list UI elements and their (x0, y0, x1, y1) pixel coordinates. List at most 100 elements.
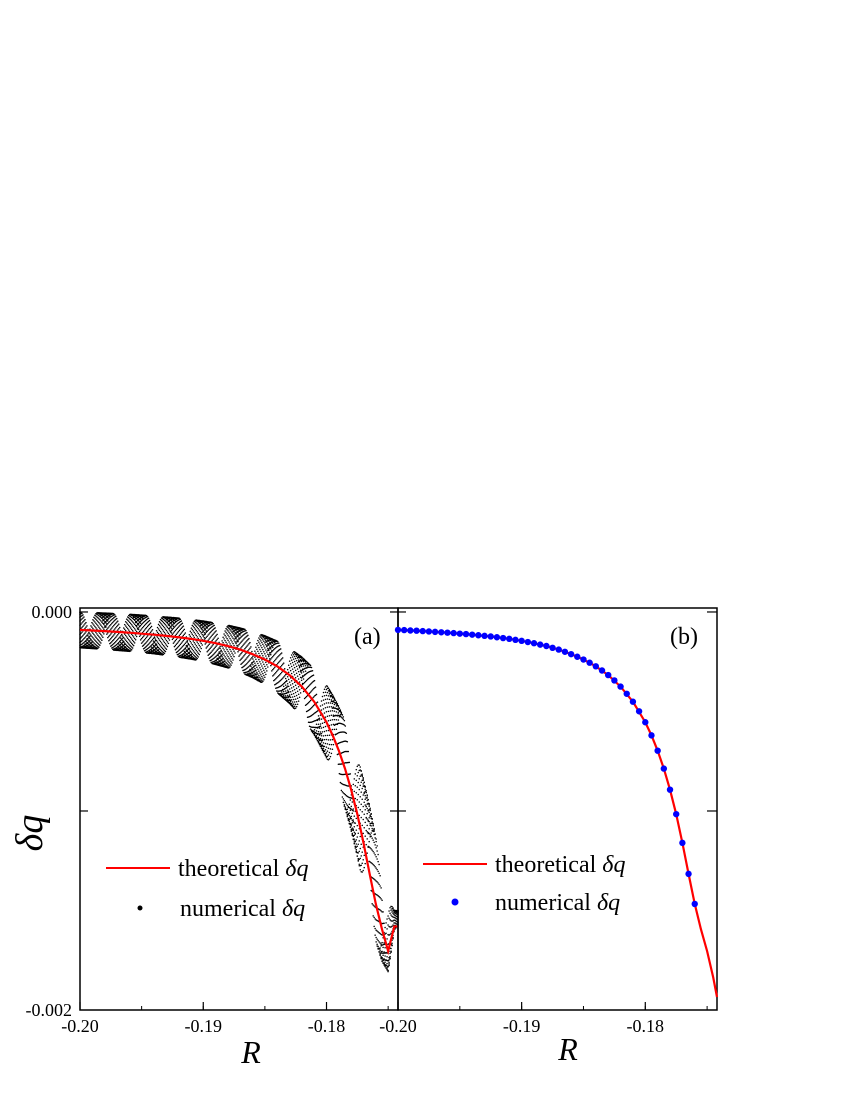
panel-a-numerical-point (330, 699, 333, 701)
panel-a-numerical-point (119, 626, 121, 629)
panel-a-numerical-point (346, 795, 349, 798)
panel-a-numerical-point (294, 657, 297, 660)
panel-b-legend-point-sample (451, 898, 459, 906)
panel-a-numerical-point (329, 710, 332, 712)
panel-a-numerical-point (197, 652, 200, 654)
panel-a-numerical-point (232, 632, 234, 635)
panel-a-numerical-point (386, 967, 388, 969)
panel-a-numerical-point (339, 781, 342, 784)
panel-a-numerical-point (291, 652, 294, 654)
panel-a-numerical-point (99, 644, 101, 647)
panel-a-numerical-point (369, 814, 371, 816)
panel-a-numerical-point (215, 659, 217, 662)
panel-a-numerical-point (98, 635, 100, 638)
panel-a-numerical-point (306, 702, 309, 705)
panel-a-numerical-point (370, 848, 372, 850)
panel-a-numerical-point (349, 809, 352, 812)
panel-a-numerical-point (294, 651, 297, 654)
panel-a-numerical-point (177, 645, 180, 648)
panel-a-numerical-point (276, 677, 278, 679)
panel-a-numerical-point (361, 811, 363, 813)
panel-a-numerical-point (213, 627, 215, 630)
panel-a-numerical-point (203, 633, 205, 636)
panel-a-numerical-point (174, 648, 177, 651)
panel-b-numerical-point (530, 640, 538, 647)
panel-a-numerical-point (345, 794, 348, 797)
panel-a-numerical-point (329, 694, 332, 697)
panel-a-numerical-point (382, 954, 384, 956)
panel-a-numerical-point (99, 632, 101, 634)
panel-a-numerical-point (257, 668, 259, 670)
panel-a-numerical-point (211, 629, 213, 632)
panel-a-numerical-point (178, 629, 181, 632)
panel-a-numerical-point (319, 731, 322, 733)
panel-a-numerical-point (100, 624, 102, 626)
panel-a-numerical-point (261, 679, 263, 681)
panel-a-numerical-point (308, 677, 311, 679)
panel-a-numerical-point (127, 614, 130, 617)
panel-a-numerical-point (133, 642, 136, 644)
panel-a-numerical-point (153, 649, 156, 651)
panel-b-numerical-point (407, 627, 414, 634)
panel-a-numerical-point (311, 681, 314, 683)
panel-a-numerical-point (358, 801, 360, 803)
panel-a-numerical-point (370, 835, 372, 838)
panel-a-numerical-point (197, 624, 200, 626)
panel-a-numerical-point (148, 619, 151, 622)
panel-a-numerical-point (168, 627, 171, 630)
panel-a-numerical-point (171, 624, 174, 626)
panel-a-numerical-point (288, 667, 291, 669)
panel-a-numerical-point (259, 643, 261, 645)
panel-a-numerical-point (242, 634, 244, 637)
panel-a-numerical-point (114, 619, 116, 622)
panel-a-numerical-point (338, 707, 341, 709)
panel-a-numerical-point (195, 634, 198, 637)
panel-a-numerical-point (167, 620, 170, 623)
panel-a-numerical-point (119, 636, 121, 638)
panel-a-numerical-point (351, 822, 354, 824)
panel-a-y-tick-label: 0.000 (32, 602, 73, 622)
panel-a-numerical-point (113, 642, 115, 645)
panel-a-numerical-point (190, 655, 193, 657)
panel-a-numerical-point (139, 629, 142, 631)
panel-a-numerical-point (330, 700, 333, 703)
panel-a-numerical-point (207, 639, 209, 641)
panel-a-numerical-point (89, 641, 91, 644)
panel-a-numerical-point (378, 951, 380, 953)
panel-a-numerical-point (290, 659, 293, 661)
panel-a-numerical-point (388, 959, 390, 961)
panel-a-numerical-point (83, 641, 85, 644)
panel-a-numerical-point (144, 637, 147, 640)
panel-a-numerical-point (312, 713, 315, 715)
panel-a-numerical-point (215, 645, 217, 647)
panel-a-numerical-point (212, 653, 214, 656)
panel-a-numerical-point (363, 785, 365, 788)
panel-a-numerical-point (165, 644, 168, 646)
panel-b-numerical-point (549, 644, 556, 651)
panel-a-numerical-point (221, 663, 223, 665)
panel-a-numerical-point (325, 688, 328, 691)
panel-a-numerical-point (356, 765, 359, 768)
panel-a-numerical-point (167, 637, 170, 640)
panel-a-numerical-point (306, 678, 309, 681)
panel-a-numerical-point (383, 962, 385, 965)
panel-a-numerical-point (143, 620, 146, 623)
panel-a-numerical-point (306, 665, 309, 667)
panel-a-numerical-point (199, 626, 201, 628)
panel-a-numerical-point (119, 640, 121, 643)
panel-a-numerical-point (294, 669, 297, 672)
panel-a-numerical-point (388, 910, 390, 912)
panel-a-numerical-point (231, 662, 233, 664)
panel-a-numerical-point (379, 953, 381, 956)
panel-a-numerical-point (255, 677, 257, 679)
panel-a-numerical-point (192, 635, 195, 637)
panel-a-numerical-point (360, 864, 362, 867)
panel-a-numerical-point (341, 796, 344, 798)
panel-a-numerical-point (275, 678, 277, 680)
panel-a-numerical-point (229, 659, 231, 661)
panel-a-numerical-point (174, 644, 177, 647)
panel-a-numerical-point (151, 629, 154, 631)
panel-a-numerical-point (139, 639, 142, 641)
panel-a-numerical-point (132, 636, 135, 638)
panel-a-numerical-point (103, 619, 105, 621)
